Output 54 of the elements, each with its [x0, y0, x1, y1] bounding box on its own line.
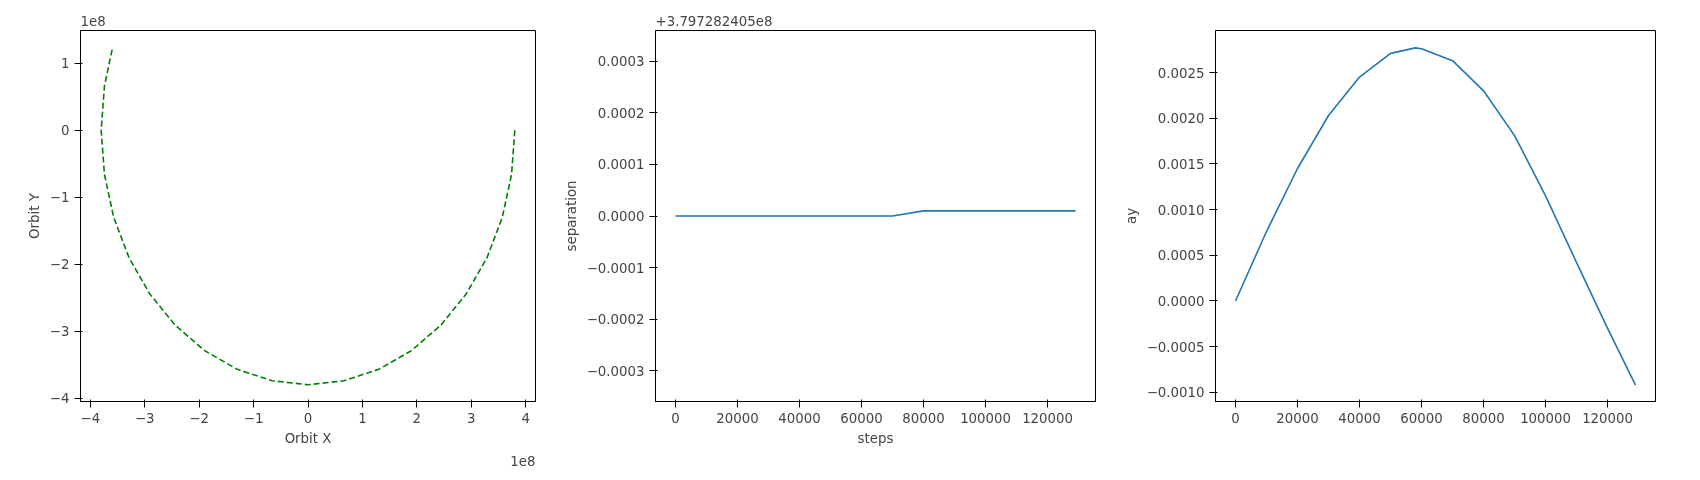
y-tick-label: 0 [61, 123, 70, 139]
x-tick-label: 100000 [960, 410, 1012, 426]
text: 1e8 [80, 13, 106, 29]
y-tick-label: −3 [49, 324, 70, 340]
x-tick-label: 0 [671, 410, 680, 426]
x-tick-label: 0 [303, 410, 313, 426]
x-tick-label: 100000 [1520, 410, 1572, 426]
y-tick-label: 0.0002 [597, 105, 645, 121]
x-tick-label: 1 [358, 410, 367, 426]
text: 1e8 [510, 453, 536, 469]
y-tick-label: −0.0002 [586, 312, 645, 328]
x-tick-label: 120000 [1022, 410, 1074, 426]
y-tick-label: 0.0020 [1157, 111, 1205, 127]
y-tick-label: 0.0001 [597, 157, 645, 173]
y-tick-label: −0.0003 [586, 363, 645, 379]
y-axis-title: separation [563, 180, 579, 252]
y-tick-label: −2 [49, 257, 70, 273]
y-tick-label: −0.0010 [1146, 385, 1205, 401]
y-tick-label: 0.0010 [1157, 202, 1205, 218]
line-series [1234, 47, 1637, 386]
x-tick-label: 4 [521, 410, 530, 426]
x-tick-label: 0 [1231, 410, 1240, 426]
y-tick-label: 0.0005 [1157, 248, 1205, 264]
x-axis-title: steps [857, 430, 894, 446]
y-tick-label: 0.0015 [1157, 156, 1205, 172]
y-tick-label: −4 [49, 391, 70, 407]
y-axis-title: ay [1123, 207, 1139, 225]
x-tick-label: 3 [467, 410, 476, 426]
y-axis-title: Orbit Y [26, 192, 42, 239]
y-tick-label: −1 [49, 190, 70, 206]
x-tick-label: 80000 [1462, 410, 1505, 426]
y-tick-label: −0.0005 [1146, 339, 1205, 355]
x-tick-label: −4 [80, 410, 101, 426]
y-tick-label: 0.0000 [1157, 293, 1205, 309]
x-tick-label: −2 [189, 410, 209, 426]
y-tick-label: 0.0003 [597, 54, 645, 70]
x-axis-title: Orbit X [284, 430, 332, 446]
x-tick-label: 20000 [716, 410, 759, 426]
y-tick-label: 1 [61, 56, 70, 72]
y-tick-label: −0.0001 [586, 260, 645, 276]
line-series [100, 46, 516, 386]
x-tick-label: 60000 [840, 410, 883, 426]
x-tick-label: 40000 [1338, 410, 1381, 426]
x-tick-label: 2 [412, 410, 422, 426]
x-tick-label: 40000 [778, 410, 821, 426]
x-tick-label: 20000 [1276, 410, 1319, 426]
text: +3.797282405e8 [655, 13, 773, 29]
y-tick-label: 0.0025 [1157, 65, 1205, 81]
x-tick-label: −1 [243, 410, 264, 426]
x-tick-label: 80000 [902, 410, 945, 426]
x-tick-label: −3 [134, 410, 155, 426]
x-tick-label: 60000 [1400, 410, 1443, 426]
x-tick-label: 120000 [1582, 410, 1634, 426]
y-tick-label: 0.0000 [597, 209, 645, 224]
